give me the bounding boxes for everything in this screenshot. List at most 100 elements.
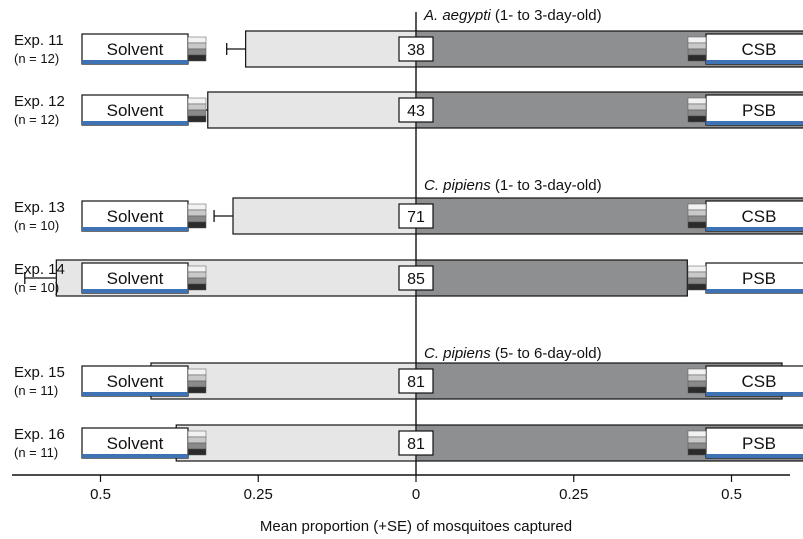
trap-stripe — [82, 289, 188, 293]
trap-box — [705, 33, 803, 65]
group-title-age: (5- to 6-day-old) — [491, 345, 602, 362]
count-box — [398, 265, 434, 291]
trap-tube-segment — [687, 209, 707, 217]
trap-box — [81, 427, 189, 459]
count-box — [398, 203, 434, 229]
trap-tube-segment — [187, 215, 207, 223]
trap-tube-segment — [687, 386, 707, 394]
experiment-label: Exp. 11 — [14, 32, 64, 49]
count-label: 71 — [407, 209, 425, 226]
trap-tube-segment — [187, 374, 207, 382]
trap-tube-segment — [187, 103, 207, 111]
trap-tube-segment — [687, 103, 707, 111]
trap-tube-segment — [187, 209, 207, 217]
solvent-trap: Solvent — [81, 365, 207, 397]
trap-tube-segment — [687, 42, 707, 50]
group-title: C. pipiens (5- to 6-day-old) — [424, 345, 602, 362]
group-title: C. pipiens (1- to 3-day-old) — [424, 177, 602, 194]
experiment-label: Exp. 12 — [14, 93, 65, 110]
treatment-trap: PSB — [687, 262, 803, 294]
trap-tube-segment — [187, 430, 207, 438]
trap-box — [81, 94, 189, 126]
trap-tube-segment — [187, 48, 207, 56]
trap-tube-segment — [187, 271, 207, 279]
trap-tube-segment — [687, 271, 707, 279]
trap-stripe — [82, 121, 188, 125]
solvent-label: Solvent — [107, 372, 164, 391]
trap-tube-segment — [687, 203, 707, 211]
solvent-bar — [207, 91, 417, 129]
solvent-label: Solvent — [107, 434, 164, 453]
trap-tube-segment — [687, 374, 707, 382]
trap-tube-segment — [687, 215, 707, 223]
trap-stripe — [706, 121, 803, 125]
trap-stripe — [82, 392, 188, 396]
solvent-trap: Solvent — [81, 262, 207, 294]
treatment-trap: CSB — [687, 200, 803, 232]
solvent-trap: Solvent — [81, 427, 207, 459]
treatment-trap: CSB — [687, 33, 803, 65]
x-tick-label: 0.5 — [721, 486, 742, 503]
trap-tube-segment — [687, 109, 707, 117]
sample-size-label: (n = 11) — [14, 383, 58, 398]
trap-tube-segment — [687, 448, 707, 456]
group-title: A. aegypti (1- to 3-day-old) — [423, 7, 602, 24]
count-box — [398, 36, 434, 62]
sample-size-label: (n = 12) — [14, 112, 59, 127]
solvent-trap: Solvent — [81, 33, 207, 65]
trap-tube-segment — [187, 36, 207, 44]
solvent-trap: Solvent — [81, 200, 207, 232]
treatment-label: CSB — [742, 372, 777, 391]
trap-tube-segment — [687, 442, 707, 450]
x-tick-label: 0.5 — [90, 486, 111, 503]
trap-stripe — [706, 392, 803, 396]
trap-box — [81, 262, 189, 294]
sample-size-label: (n = 10) — [14, 218, 59, 233]
labels-layer: A. aegypti (1- to 3-day-old) C. pipiens (… — [14, 7, 803, 460]
trap-tube-segment — [187, 42, 207, 50]
trap-tube-segment — [687, 277, 707, 285]
trap-tube-segment — [187, 221, 207, 229]
count-box — [398, 430, 434, 456]
experiment-label: Exp. 13 — [14, 199, 65, 216]
experiment-label: Exp. 15 — [14, 364, 65, 381]
x-tick-label: 0.25 — [559, 486, 588, 503]
count-label: 38 — [407, 42, 425, 59]
solvent-label: Solvent — [107, 101, 164, 120]
count-label: 85 — [407, 271, 425, 288]
x-tick-label: 0 — [412, 486, 420, 503]
trap-stripe — [706, 454, 803, 458]
solvent-label: Solvent — [107, 207, 164, 226]
sample-size-label: (n = 11) — [14, 445, 58, 460]
trap-stripe — [82, 227, 188, 231]
treatment-label: CSB — [742, 207, 777, 226]
solvent-label: Solvent — [107, 40, 164, 59]
trap-tube-segment — [687, 436, 707, 444]
treatment-trap: PSB — [687, 94, 803, 126]
group-title-species: C. pipiens — [424, 345, 491, 362]
trap-tube-segment — [187, 265, 207, 273]
treatment-trap: CSB — [687, 365, 803, 397]
trap-tube-segment — [187, 436, 207, 444]
experiment-label: Exp. 16 — [14, 426, 65, 443]
trap-box — [81, 33, 189, 65]
solvent-bar — [232, 197, 417, 235]
experiment-label: Exp. 14 — [14, 261, 65, 278]
trap-tube-segment — [187, 109, 207, 117]
group-title-age: (1- to 3-day-old) — [491, 7, 602, 24]
treatment-label: PSB — [742, 434, 776, 453]
treatment-label: CSB — [742, 40, 777, 59]
trap-tube-segment — [187, 203, 207, 211]
trap-tube-segment — [187, 442, 207, 450]
trap-tube-segment — [687, 430, 707, 438]
trap-tube-segment — [187, 380, 207, 388]
trap-tube-segment — [187, 54, 207, 62]
trap-box — [705, 94, 803, 126]
trap-tube-segment — [687, 36, 707, 44]
x-axis-label: Mean proportion (+SE) of mosquitoes capt… — [260, 518, 572, 535]
trap-tube-segment — [687, 115, 707, 123]
trap-stripe — [706, 289, 803, 293]
